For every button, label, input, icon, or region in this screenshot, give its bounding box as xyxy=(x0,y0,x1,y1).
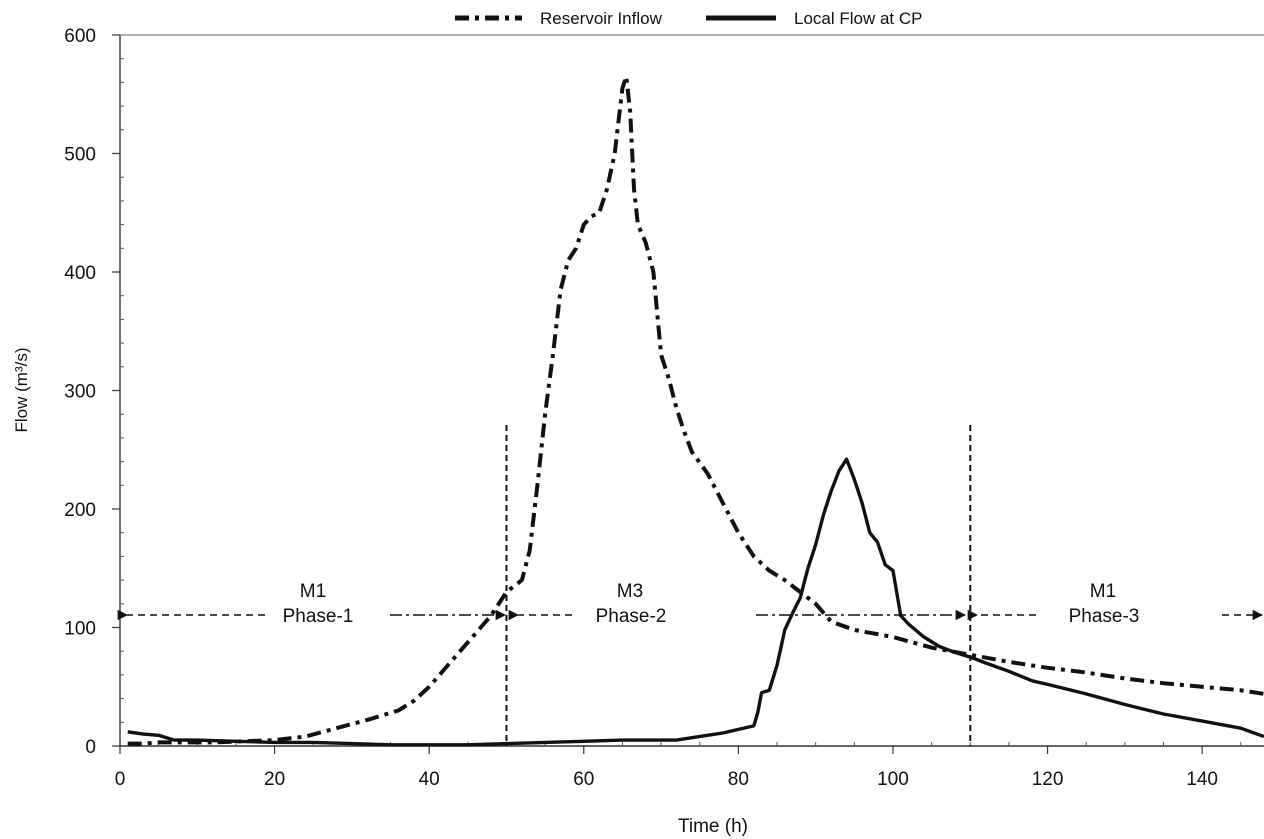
y-tick-label: 600 xyxy=(64,26,96,47)
y-tick-label: 200 xyxy=(64,500,96,521)
phase-3-label: Phase-3 xyxy=(1069,606,1140,627)
phase-2-label: Phase-2 xyxy=(596,606,667,627)
legend: Reservoir Inflow Local Flow at CP xyxy=(455,9,923,28)
phase-3-method: M1 xyxy=(1090,581,1116,602)
x-tick-label: 0 xyxy=(115,769,126,790)
phase-1-method: M1 xyxy=(300,581,326,602)
y-tick-label: 300 xyxy=(64,382,96,403)
x-tick-label: 100 xyxy=(877,769,909,790)
x-tick-label: 80 xyxy=(728,769,749,790)
x-tick-label: 120 xyxy=(1032,769,1064,790)
y-tick-label: 100 xyxy=(64,619,96,640)
x-tick-label: 140 xyxy=(1186,769,1218,790)
y-ticks: 0 100 200 300 400 500 600 xyxy=(64,26,124,758)
axes: 0 100 200 300 400 500 600 0 20 40 60 80 100 120 140 F… xyxy=(12,26,1264,837)
x-tick-label: 60 xyxy=(573,769,594,790)
y-axis-label: Flow (m³/s) xyxy=(12,348,31,433)
legend-label-local-flow: Local Flow at CP xyxy=(794,9,923,28)
phase-2-method: M3 xyxy=(617,581,643,602)
series-layer xyxy=(127,74,1264,747)
legend-label-reservoir-inflow: Reservoir Inflow xyxy=(540,9,663,28)
y-tick-label: 500 xyxy=(64,145,96,166)
y-tick-label: 400 xyxy=(64,263,96,284)
y-tick-label: 0 xyxy=(85,737,96,758)
x-tick-label: 20 xyxy=(264,769,285,790)
phase-annotations: M1 Phase-1 M3 Phase-2 M1 Phase-3 xyxy=(117,425,1264,746)
x-ticks: 0 20 40 60 80 100 120 140 xyxy=(115,742,1242,790)
series-line-reservoir-inflow xyxy=(127,74,1264,746)
x-tick-label: 40 xyxy=(419,769,440,790)
series-line-local-flow-at-cp xyxy=(127,457,1264,747)
phase-1-label: Phase-1 xyxy=(283,606,354,627)
x-axis-label: Time (h) xyxy=(678,816,748,837)
